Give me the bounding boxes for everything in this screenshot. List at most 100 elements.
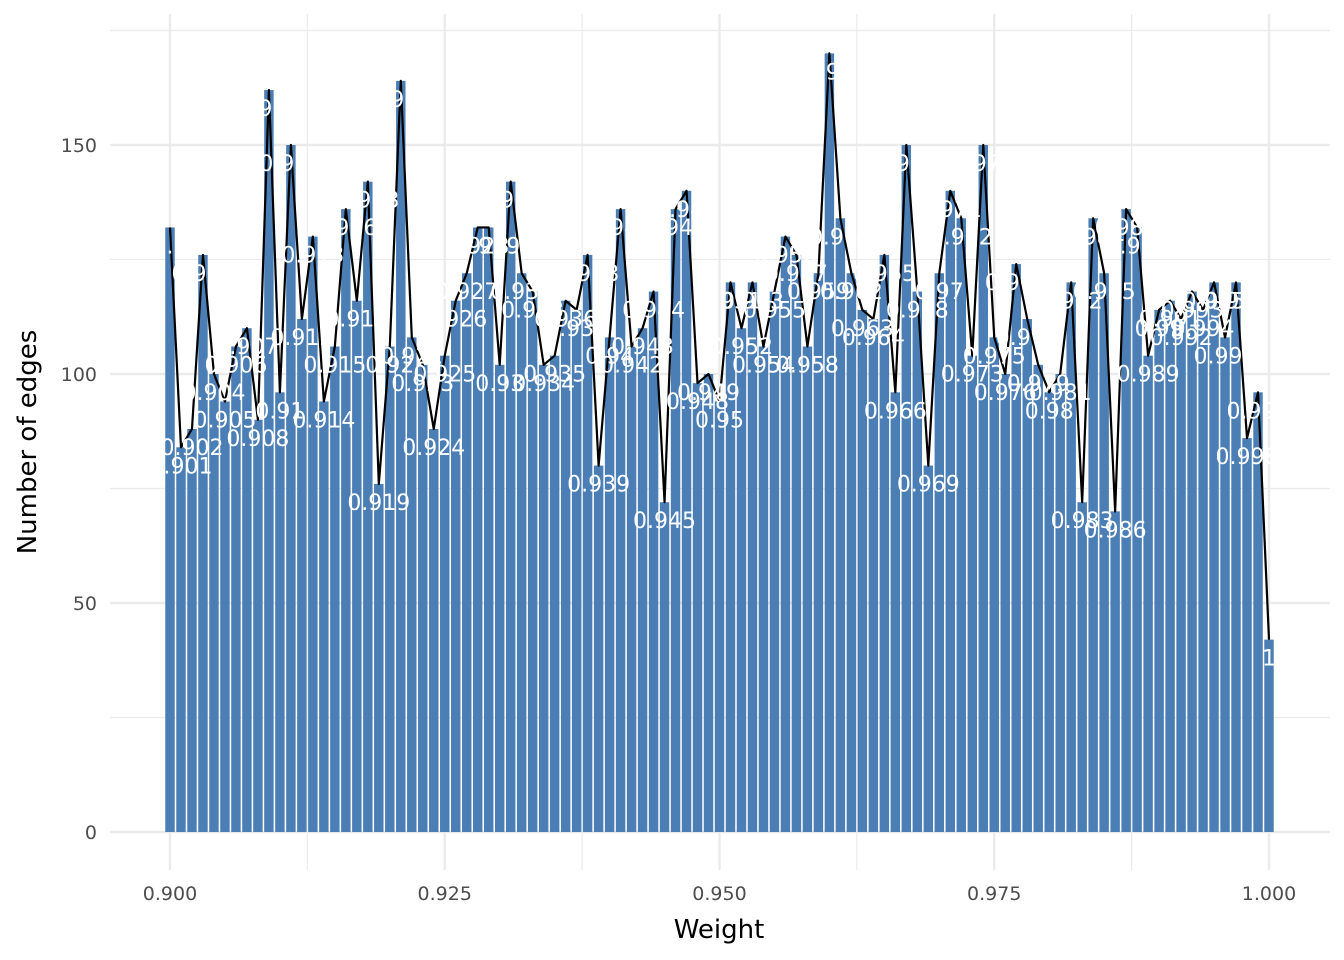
bar (429, 428, 439, 832)
data-label: 0.929 (457, 234, 520, 259)
bar (1198, 309, 1208, 832)
bar (374, 483, 384, 832)
bar (1000, 374, 1010, 832)
data-label: 0.98 (1025, 399, 1074, 424)
data-label: 0.94 (585, 344, 634, 369)
bar (483, 227, 494, 832)
bar (462, 273, 472, 832)
data-label: 0.918 (336, 189, 399, 214)
bar (1176, 319, 1186, 832)
bar (747, 282, 758, 832)
data-label: 0.922 (380, 344, 443, 369)
bar (220, 401, 230, 832)
data-label: 0.954 (732, 354, 795, 379)
bar (1143, 355, 1153, 832)
data-label: 0.966 (864, 399, 927, 424)
bar (363, 181, 373, 832)
data-label: 0.978 (996, 326, 1059, 351)
data-label: 0.928 (446, 234, 509, 259)
data-label: 0.979 (1007, 372, 1070, 397)
bar (253, 419, 263, 832)
bar (1231, 282, 1241, 832)
data-label: 0.981 (1029, 381, 1092, 406)
data-label: 0.985 (1073, 280, 1136, 305)
bar (725, 282, 736, 832)
data-label: 0.975 (963, 344, 1026, 369)
data-label: 0.909 (237, 97, 300, 122)
bar (857, 309, 868, 832)
bar (494, 364, 505, 832)
data-label: 0.908 (226, 427, 289, 452)
data-label: 0.994 (1172, 317, 1235, 342)
data-label: 0.906 (204, 354, 267, 379)
data-label: 0.999 (1227, 399, 1290, 424)
data-label: 0.963 (831, 317, 894, 342)
line-series (168, 52, 1271, 640)
bar (319, 401, 329, 832)
bar (714, 401, 725, 832)
bar (1264, 639, 1274, 832)
data-label: 0.988 (1106, 234, 1169, 259)
bar (1165, 300, 1175, 833)
bar (1022, 319, 1032, 832)
x-tick-label: 0.950 (692, 883, 746, 905)
data-label: 0.92 (365, 354, 414, 379)
bar (1077, 502, 1087, 832)
data-label: 0.992 (1150, 326, 1213, 351)
data-label: 0.965 (853, 262, 916, 287)
data-label: 0.921 (369, 88, 432, 113)
x-tick-label: 0.975 (967, 883, 1021, 905)
data-label: 0.917 (325, 308, 388, 333)
bar (1055, 374, 1065, 832)
bar (1253, 392, 1263, 832)
data-label: 0.938 (556, 262, 619, 287)
data-label: 0.948 (666, 390, 729, 415)
bar (341, 209, 351, 832)
data-label: 0.937 (545, 317, 608, 342)
data-label: 0.911 (259, 152, 322, 177)
data-label: 0.987 (1095, 216, 1158, 241)
bar (681, 190, 692, 833)
bar (912, 291, 923, 832)
data-label: 0.933 (501, 299, 564, 324)
data-label: 0.944 (622, 299, 685, 324)
data-label: 0.995 (1183, 289, 1246, 314)
data-label: 0.961 (809, 225, 872, 250)
data-label: 0.935 (523, 363, 586, 388)
data-label: 0.955 (743, 299, 806, 324)
data-label: 0.949 (677, 381, 740, 406)
data-label: 0.901 (149, 454, 212, 479)
bar (582, 254, 593, 833)
bar (769, 291, 780, 832)
bar (626, 346, 637, 832)
data-label: 0.974 (952, 152, 1015, 177)
data-label: 0.95 (695, 408, 744, 433)
data-label: 0.941 (589, 216, 652, 241)
bar (165, 227, 175, 832)
data-label: 0.984 (1062, 225, 1125, 250)
data-label: 0.923 (391, 372, 454, 397)
bar (418, 364, 428, 832)
data-label: 0.96 (805, 60, 854, 85)
bar (835, 218, 846, 832)
bar (637, 328, 648, 832)
bar (571, 309, 582, 832)
bar (956, 218, 967, 832)
data-label: 0.947 (655, 198, 718, 223)
bar (275, 392, 285, 832)
data-label: 0.931 (479, 189, 542, 214)
data-label: 0.93 (475, 372, 524, 397)
data-label: 0.971 (919, 198, 982, 223)
data-label: 0.936 (534, 308, 597, 333)
bar (1033, 364, 1043, 832)
bar (198, 254, 208, 833)
bar (1088, 218, 1098, 832)
data-label: 0.997 (1205, 289, 1268, 314)
data-label: 0.969 (897, 473, 960, 498)
data-label: 0.982 (1040, 289, 1103, 314)
bar (1154, 309, 1164, 832)
bar (1066, 282, 1076, 832)
bar (879, 254, 890, 833)
bar (824, 53, 835, 832)
bar (297, 319, 307, 832)
